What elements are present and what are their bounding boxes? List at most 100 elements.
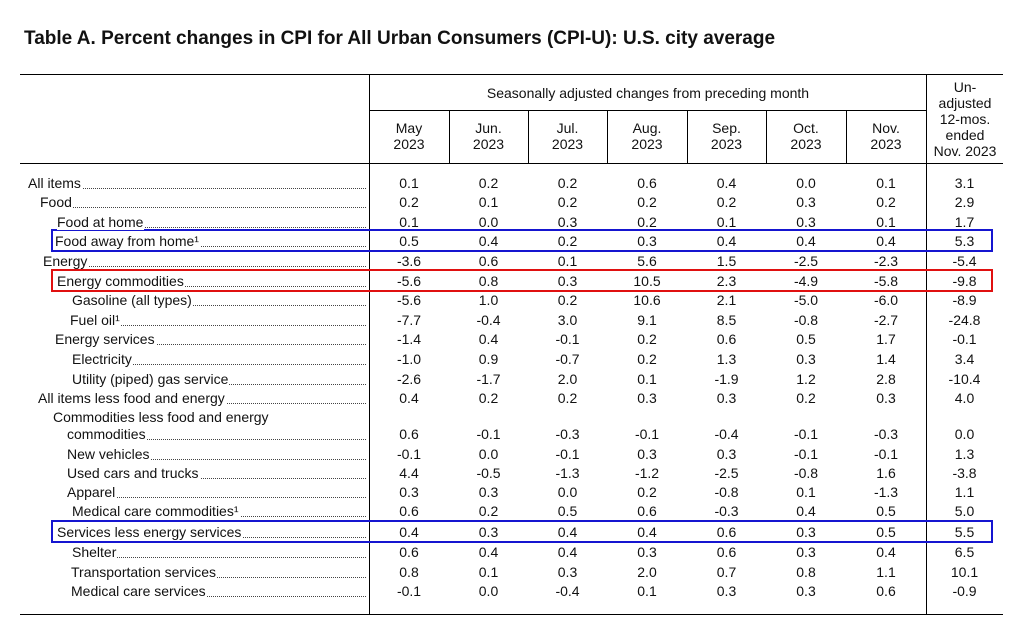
dot-leader — [72, 557, 366, 558]
value-cell: 0.9 — [478, 351, 499, 367]
unadjusted-header-line: 12-mos. — [939, 111, 991, 127]
month-year: 2023 — [710, 136, 743, 152]
value-cell: 0.2 — [557, 390, 578, 406]
month-column-divider — [607, 110, 608, 163]
value-cell: 0.4 — [876, 544, 896, 560]
value-cell: -5.8 — [873, 273, 899, 289]
month-header: Jul. 2023 — [528, 120, 607, 152]
value-cell: -0.4 — [714, 426, 739, 442]
unadjusted-value-cell: -8.9 — [952, 292, 977, 308]
table-row: Energy -3.6 0.6 0.1 5.6 1.5 -2.5 -2.3 -5.4 — [0, 252, 1024, 271]
value-cell: -0.3 — [873, 426, 899, 442]
table-row: Food 0.2 0.1 0.2 0.2 0.2 0.3 0.2 2.9 — [0, 193, 1024, 212]
unadjusted-header: Un- adjusted 12-mos. ended Nov. 2023 — [927, 79, 1003, 159]
row-label: Utility (piped) gas service — [72, 371, 230, 387]
month-name: Aug. — [632, 120, 662, 136]
value-cell: 0.4 — [876, 233, 896, 249]
value-cell: 0.8 — [796, 564, 816, 580]
table-row: Commodities less food and energy — [0, 408, 1024, 427]
value-cell: 10.6 — [633, 292, 661, 308]
value-cell: 0.3 — [796, 524, 816, 540]
value-cell: 0.0 — [478, 583, 499, 599]
unadjusted-value-cell: 5.5 — [954, 524, 975, 540]
month-header: May 2023 — [369, 120, 449, 152]
value-cell: 10.5 — [633, 273, 661, 289]
month-header: Nov. 2023 — [846, 120, 926, 152]
month-year: 2023 — [870, 136, 902, 152]
row-label: All items less food and energy — [38, 390, 226, 406]
value-cell: 4.4 — [399, 465, 419, 481]
value-cell: 0.6 — [399, 544, 419, 560]
dot-leader — [72, 305, 366, 306]
value-cell: 0.3 — [637, 544, 657, 560]
value-cell: 1.6 — [876, 465, 896, 481]
table-row: Electricity -1.0 0.9 -0.7 0.2 1.3 0.3 1.4 3.4 — [0, 350, 1024, 369]
row-label: Apparel — [67, 484, 117, 500]
table-row: Used cars and trucks 4.4 -0.5 -1.3 -1.2 -2.5 -… — [0, 464, 1024, 483]
unadjusted-divider — [926, 74, 927, 615]
month-column-divider — [449, 110, 450, 163]
value-cell: 1.3 — [716, 351, 737, 367]
value-cell: -0.4 — [555, 583, 580, 599]
unadjusted-value-cell: 3.4 — [954, 351, 975, 367]
value-cell: 0.4 — [478, 331, 499, 347]
value-cell: -1.4 — [396, 331, 422, 347]
value-cell: -0.8 — [714, 484, 739, 500]
month-name: Sep. — [712, 120, 741, 136]
month-name: Jun. — [475, 120, 502, 136]
value-cell: 0.2 — [796, 390, 816, 406]
row-label: Transportation services — [71, 564, 217, 580]
value-cell: -1.9 — [714, 371, 739, 387]
value-cell: 0.6 — [637, 175, 657, 191]
value-cell: 0.2 — [637, 194, 657, 210]
value-cell: 0.1 — [796, 484, 816, 500]
value-cell: 0.3 — [796, 544, 816, 560]
value-cell: 0.2 — [478, 175, 499, 191]
value-cell: -3.6 — [396, 253, 422, 269]
value-cell: 0.4 — [716, 175, 737, 191]
value-cell: 1.0 — [478, 292, 499, 308]
value-cell: 0.6 — [716, 524, 737, 540]
stub-divider — [369, 74, 370, 615]
value-cell: 0.2 — [557, 194, 578, 210]
unadjusted-value-cell: 6.5 — [954, 544, 975, 560]
dot-leader — [55, 344, 366, 345]
value-cell: 0.3 — [478, 484, 499, 500]
value-cell: 2.8 — [876, 371, 896, 387]
value-cell: 0.3 — [716, 390, 737, 406]
value-cell: 0.1 — [876, 214, 896, 230]
row-label: Electricity — [72, 351, 133, 367]
value-cell: 0.3 — [716, 583, 737, 599]
bottom-rule — [20, 614, 1003, 615]
table-row: Shelter 0.6 0.4 0.4 0.3 0.6 0.3 0.4 6.5 — [0, 543, 1024, 562]
dot-leader — [55, 246, 366, 247]
value-cell: 0.3 — [716, 446, 737, 462]
month-year: 2023 — [631, 136, 663, 152]
month-header: Sep. 2023 — [687, 120, 766, 152]
dot-leader — [70, 325, 366, 326]
value-cell: 0.1 — [399, 214, 419, 230]
value-cell: -5.0 — [793, 292, 819, 308]
row-label: Medical care services — [71, 583, 207, 599]
value-cell: 0.4 — [557, 524, 578, 540]
value-cell: 0.6 — [716, 544, 737, 560]
value-cell: 0.1 — [399, 175, 419, 191]
value-cell: -2.6 — [396, 371, 422, 387]
value-cell: -2.5 — [714, 465, 739, 481]
value-cell: -0.1 — [555, 331, 580, 347]
value-cell: 0.3 — [796, 194, 816, 210]
value-cell: 0.1 — [716, 214, 737, 230]
dot-leader — [57, 227, 366, 228]
value-cell: -0.1 — [634, 426, 660, 442]
table-row: Medical care services -0.1 0.0 -0.4 0.1 0.3 0.… — [0, 582, 1024, 601]
value-cell: 0.1 — [637, 371, 657, 387]
value-cell: 0.3 — [637, 233, 657, 249]
dot-leader — [71, 596, 366, 597]
value-cell: 0.0 — [796, 175, 816, 191]
value-cell: -0.3 — [714, 503, 739, 519]
value-cell: -0.1 — [555, 446, 580, 462]
value-cell: 0.0 — [478, 446, 499, 462]
table-row: Energy services -1.4 0.4 -0.1 0.2 0.6 0.5 1.7 -0… — [0, 330, 1024, 349]
value-cell: 0.4 — [478, 544, 499, 560]
month-header-rule — [369, 110, 926, 111]
